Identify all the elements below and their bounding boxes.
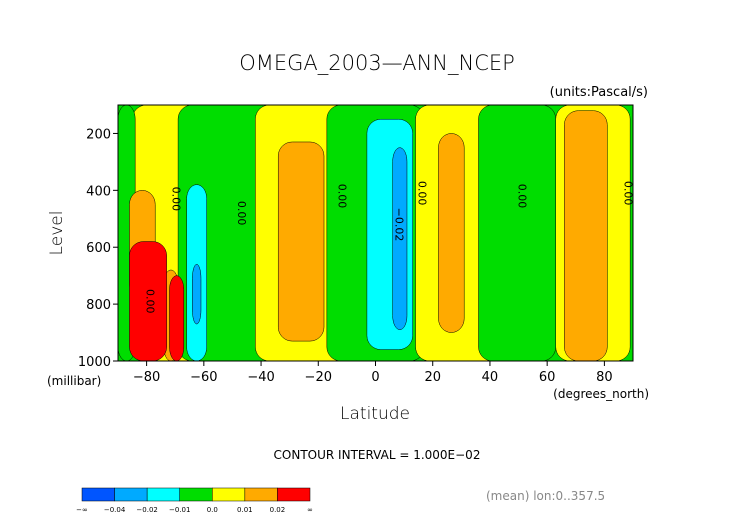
- x-tick-label: 40: [482, 370, 499, 385]
- region-orange-north-polar: [564, 110, 608, 361]
- x-tick-label: −40: [247, 370, 274, 385]
- colorbar-label: −0.01: [169, 506, 190, 514]
- colorbar-label: 0.02: [270, 506, 286, 514]
- y-tick-label: 400: [86, 184, 111, 199]
- x-tick-label: −20: [305, 370, 332, 385]
- contour-label: 0.00: [415, 181, 428, 206]
- x-units-label: (degrees_north): [553, 387, 649, 401]
- colorbar-swatch: [114, 487, 148, 502]
- colorbar-label: −0.02: [136, 506, 157, 514]
- x-tick-label: 80: [596, 370, 613, 385]
- y-tick-label: 800: [86, 298, 111, 313]
- y-axis: 200 400 600 800 1000: [78, 127, 118, 370]
- y-units-label: (millibar): [47, 374, 101, 388]
- colorbar-label: 0.0: [207, 506, 218, 514]
- colorbar-label: −∞: [76, 506, 88, 514]
- x-tick-label: 60: [539, 370, 556, 385]
- x-axis-label: Latitude: [340, 404, 410, 424]
- colorbar-label: ∞: [307, 506, 313, 514]
- y-tick-label: 1000: [78, 355, 111, 370]
- colorbar-swatch: [212, 487, 246, 502]
- contour-label: 0.00: [335, 184, 348, 209]
- region-blue-equatorial: [392, 147, 408, 330]
- colorbar-swatch: [244, 487, 278, 502]
- footer-text: (mean) lon:0..357.5: [486, 489, 605, 503]
- x-tick-label: 20: [424, 370, 441, 385]
- x-tick-label: 0: [371, 370, 379, 385]
- contour-label: 0.00: [169, 187, 182, 212]
- contour-label: 0.00: [144, 289, 157, 314]
- x-tick-label: −60: [190, 370, 217, 385]
- region-blue-southern: [192, 264, 202, 325]
- colorbar-label: −0.04: [104, 506, 126, 514]
- colorbar-swatch: [277, 487, 311, 502]
- units-label: (units:Pascal/s): [550, 85, 648, 100]
- y-axis-label: Level: [47, 211, 67, 256]
- region-orange-southern-subtropics: [277, 141, 325, 342]
- plot-area: [118, 105, 633, 361]
- region-red-antarctic: [129, 241, 167, 361]
- contour-label: −0.02: [393, 208, 406, 242]
- contour-interval-text: CONTOUR INTERVAL = 1.000E−02: [274, 448, 481, 462]
- contour-label: 0.00: [621, 181, 634, 206]
- x-tick-label: −80: [133, 370, 160, 385]
- colorbar-swatch: [146, 487, 180, 502]
- contour-label: 0.00: [235, 201, 248, 226]
- y-tick-label: 600: [86, 241, 111, 256]
- region-orange-northern-subtropics: [438, 133, 465, 333]
- colorbar-label: 0.01: [237, 506, 253, 514]
- region-red-antarctic-tongue: [169, 275, 185, 361]
- contour-regions: [118, 105, 631, 361]
- colorbar: −∞ −0.04 −0.02 −0.01 0.0 0.01 0.02 ∞: [76, 487, 313, 514]
- contour-label: 0.00: [516, 184, 529, 209]
- contour-labels: 0.00 0.00 0.00 0.00 0.00 0.00 −0.02 0.00: [144, 181, 635, 314]
- chart-title: OMEGA_2003—ANN_NCEP: [239, 51, 515, 75]
- x-axis: −80 −60 −40 −20 0 20 40 60 80: [133, 361, 613, 385]
- colorbar-swatch: [81, 487, 115, 502]
- region-green-northern-mid: [478, 105, 556, 361]
- colorbar-swatch: [179, 487, 213, 502]
- y-tick-label: 200: [86, 127, 111, 142]
